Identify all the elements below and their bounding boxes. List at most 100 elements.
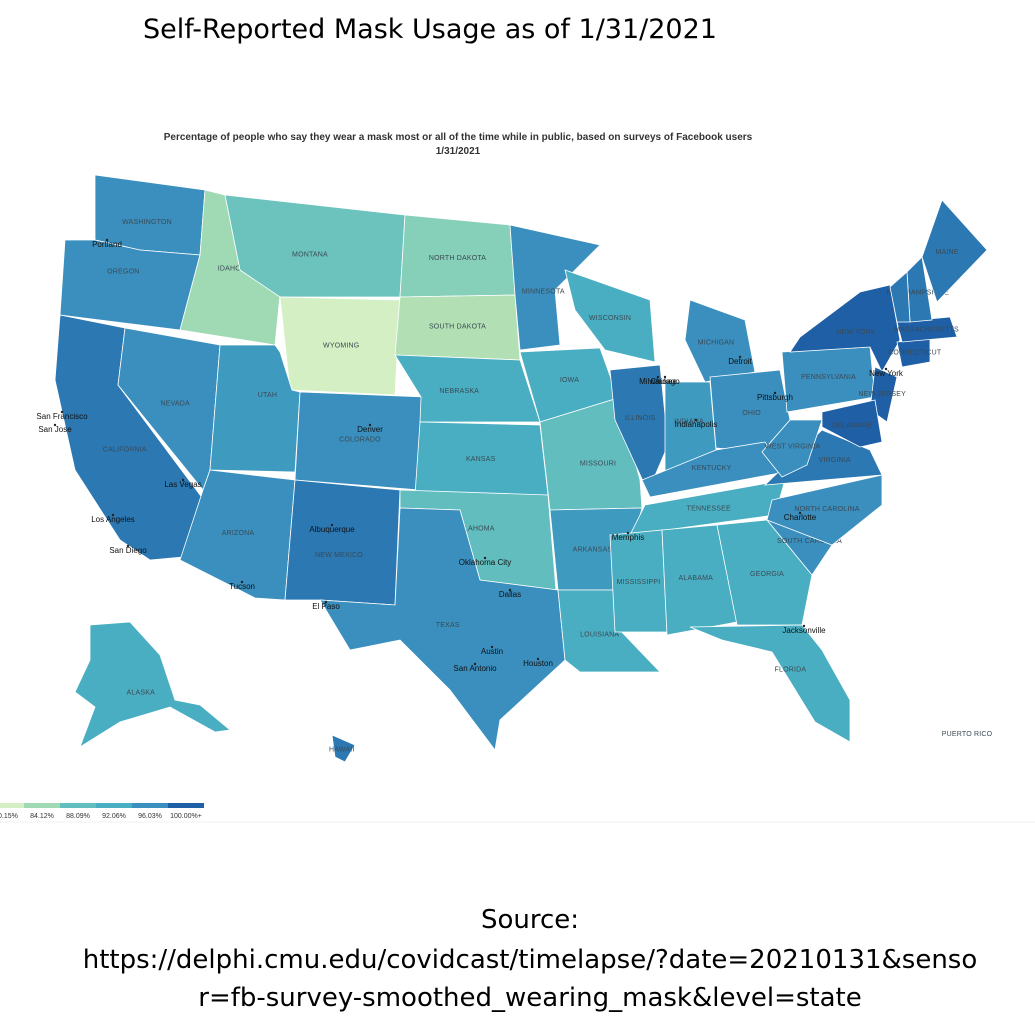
state	[889, 271, 911, 323]
state-label: NORTH CAROLINA	[794, 506, 859, 513]
city-label: Oklahoma City	[459, 558, 511, 567]
state-label: LOUISIANA	[580, 632, 619, 639]
state-label: TENNESSEE	[687, 506, 731, 513]
city-label: Indianapolis	[675, 420, 718, 429]
state-label: NEW MEXICO	[315, 552, 363, 559]
city-dot	[626, 531, 630, 535]
city-label: New York	[869, 369, 904, 378]
city-label: Milwaukee	[639, 377, 677, 386]
state-label: MONTANA	[292, 252, 328, 259]
state-label: IDAHO	[218, 265, 242, 272]
state-label: MICHIGAN	[698, 340, 735, 347]
city-label: El Paso	[312, 602, 340, 611]
state-label: ILLINOIS	[625, 415, 656, 422]
state	[689, 624, 851, 743]
legend-swatch	[168, 803, 204, 808]
state-label: WEST VIRGINIA	[765, 444, 820, 451]
city-dot	[663, 375, 667, 379]
state-label: HAWAII	[329, 747, 355, 754]
city-dot	[536, 657, 540, 661]
city-dot	[656, 375, 660, 379]
source-line: https://delphi.cmu.edu/covidcast/timelap…	[82, 945, 978, 975]
legend-swatch	[96, 803, 132, 808]
legend-swatch	[132, 803, 168, 808]
source-line: Source:	[480, 905, 580, 935]
city-dot	[694, 418, 698, 422]
city-dot	[368, 423, 372, 427]
city-dot	[53, 423, 57, 427]
legend-label: 84.12%	[30, 813, 54, 820]
state	[209, 344, 301, 473]
city-dot	[181, 478, 185, 482]
city-label: Memphis	[612, 533, 644, 542]
state-label: ARIZONA	[222, 530, 255, 537]
state-label: KENTUCKY	[692, 465, 732, 472]
city-label: Dallas	[499, 590, 521, 599]
state-label: SOUTH CAROLINA	[777, 538, 842, 545]
state	[896, 316, 958, 343]
state-label: FLORIDA	[775, 667, 807, 674]
state	[609, 364, 669, 493]
legend-label: 92.06%	[102, 813, 126, 820]
state-label: WASHINGTON	[122, 219, 172, 226]
state-label: KANSAS	[466, 456, 496, 463]
city-label: Jacksonville	[782, 626, 826, 635]
state-label: COLORADO	[339, 437, 381, 444]
state	[766, 474, 883, 546]
city-label: Portland	[92, 240, 122, 249]
state-label: UTAH	[258, 392, 277, 399]
state-label: ALABAMA	[679, 575, 714, 582]
city-label: Austin	[481, 647, 503, 656]
city-label: San Jose	[38, 425, 72, 434]
legend-label: 88.09%	[66, 813, 90, 820]
city-dot	[738, 355, 742, 359]
state-label: INDIANA	[674, 418, 704, 425]
state-label: OKLAHOMA	[453, 526, 494, 533]
city-label: Houston	[523, 659, 553, 668]
map-subtitle: Percentage of people who say they wear a…	[164, 132, 753, 143]
state	[509, 224, 601, 351]
legend-label: 96.03%	[138, 813, 162, 820]
state-label: MINNESOTA	[522, 289, 565, 296]
city-dot	[508, 588, 512, 592]
state-label: NEW YORK	[836, 329, 876, 336]
city-dot	[126, 544, 130, 548]
state-label: CALIFORNIA	[103, 447, 147, 454]
state	[564, 269, 656, 363]
city-dot	[240, 580, 244, 584]
city-label: San Francisco	[36, 412, 88, 421]
city-label: Los Angeles	[91, 515, 135, 524]
legend-label: 100.00%+	[170, 813, 202, 820]
city-label: Las Vegas	[164, 480, 201, 489]
state-label: PENNSYLVANIA	[801, 374, 856, 381]
state-label: VIRGINIA	[819, 457, 851, 464]
state	[394, 354, 541, 423]
state	[331, 734, 356, 763]
city-dot	[802, 624, 806, 628]
legend-swatch	[24, 803, 60, 808]
city-label: Tucson	[229, 582, 255, 591]
city-label: Denver	[357, 425, 383, 434]
city-dot	[773, 391, 777, 395]
city-label: Pittsburgh	[757, 393, 793, 402]
state-label: MAINE	[935, 249, 958, 256]
state-label: NORTH DAKOTA	[429, 255, 486, 262]
city-dot	[330, 523, 334, 527]
state	[789, 284, 901, 373]
city-label: Detroit	[728, 357, 752, 366]
state-label: CONNECTICUT	[888, 349, 942, 356]
state-label: OREGON	[107, 269, 139, 276]
city-label: Charlotte	[784, 513, 817, 522]
state	[284, 479, 401, 606]
state-label: MASSACHUSETTS	[894, 326, 959, 333]
state	[821, 399, 883, 448]
city-dot	[60, 410, 64, 414]
city-dot	[490, 645, 494, 649]
state-label: NEW HAMPSHIRE	[887, 290, 950, 297]
state	[761, 419, 823, 478]
city-label: San Diego	[109, 546, 147, 555]
state	[319, 507, 566, 751]
city-dot	[111, 513, 115, 517]
state-label: TEXAS	[436, 622, 460, 629]
